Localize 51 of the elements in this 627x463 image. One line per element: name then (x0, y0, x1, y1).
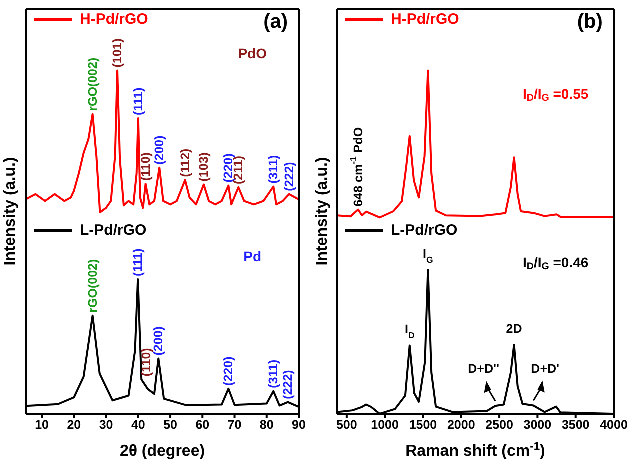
annotation: 2D (506, 322, 522, 336)
x-tick-label: 1500 (409, 418, 438, 432)
x-tick-label: 30 (99, 418, 114, 432)
annotation: (112) (178, 148, 192, 178)
text: (a) (264, 10, 288, 33)
annotation: (101) (110, 38, 125, 68)
annotation: I$_{G}$ (423, 246, 434, 265)
x-tick-label: 10 (35, 418, 50, 432)
annotation: I$_{D}$/I$_{G}$ =0.55 (522, 86, 589, 104)
annotation: rGO(002) (86, 259, 100, 313)
x-tick-label: 60 (196, 418, 210, 432)
y-axis-title: Intensity (a.u.) (2, 157, 18, 266)
x-tick-label: 3000 (524, 418, 552, 432)
x-tick-label: 4000 (600, 418, 627, 432)
annotation: (110) (139, 348, 154, 377)
annotation: (110) (138, 152, 153, 182)
text: (b) (577, 10, 603, 33)
annotation: (222) (281, 370, 296, 400)
annotation: (311) (266, 360, 281, 388)
x-tick-label: 500 (336, 418, 358, 432)
x-tick-label: 1000 (371, 418, 400, 432)
annotation: (111) (131, 248, 146, 276)
legend-label: L-Pd/rGO (391, 222, 458, 240)
x-tick-label: 3500 (562, 418, 590, 432)
annotation: (200) (152, 136, 167, 165)
x-tick-label: 70 (228, 418, 242, 432)
annotation: I$_{D}$ (404, 322, 415, 341)
annotation: D+D' (531, 362, 560, 376)
legend-label: H-Pd/rGO (80, 11, 148, 28)
x-axis-title: 2θ (degree) (120, 443, 206, 460)
annotation: Pd (244, 249, 262, 266)
x-tick-label: 80 (260, 418, 274, 432)
annotation: (220) (222, 356, 236, 386)
annotation: (111) (131, 88, 146, 116)
annotation: (222) (282, 162, 296, 192)
legend-label: L-Pd/rGO (80, 222, 147, 240)
annotation: D+D'' (468, 362, 500, 376)
annotation: I$_{D}$/I$_{G}$ =0.46 (522, 255, 589, 273)
x-tick-label: 2500 (486, 418, 514, 432)
annotation: (103) (196, 152, 211, 182)
x-axis-title: Raman shift (cm$^{-1}$) (406, 441, 546, 460)
text: PdO (238, 46, 268, 62)
y-axis-title: Intensity (a.u.) (314, 157, 330, 266)
x-tick-label: 2000 (447, 418, 476, 432)
annotation: rGO(002) (86, 58, 100, 112)
x-tick-label: 50 (164, 418, 178, 432)
x-tick-label: 40 (131, 418, 146, 432)
x-tick-label: 20 (67, 418, 82, 432)
x-tick-label: 90 (292, 418, 306, 432)
annotation: (311) (266, 155, 281, 184)
legend-label: H-Pd/rGO (391, 11, 460, 28)
